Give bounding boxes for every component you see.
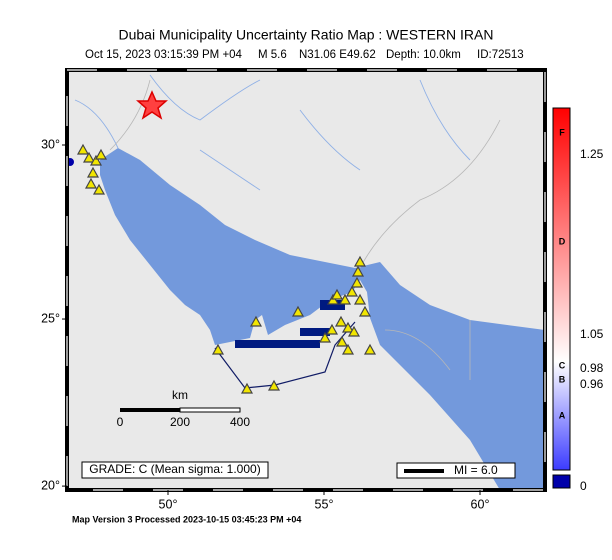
station	[363, 343, 377, 355]
legend-line	[404, 469, 444, 473]
station	[345, 285, 359, 297]
network-outline	[214, 321, 356, 389]
scale-label: 400	[230, 415, 250, 429]
station	[86, 166, 100, 178]
grade-letter: B	[559, 374, 566, 384]
scale-label: 0	[117, 415, 124, 429]
colorbar-label: 1.05	[580, 327, 604, 341]
scale-label: 200	[170, 415, 190, 429]
grade-letter: C	[559, 360, 566, 370]
station	[89, 154, 103, 166]
station	[240, 382, 254, 394]
station	[249, 315, 263, 327]
station	[347, 325, 361, 337]
station	[351, 265, 365, 277]
title: Dubai Municipality Uncertainty Ratio Map…	[118, 27, 493, 43]
footer: Map Version 3 Processed 2023-10-15 03:45…	[72, 514, 301, 524]
station	[82, 151, 96, 163]
grade-letter: A	[559, 410, 566, 420]
station	[325, 323, 339, 335]
coast-sites	[235, 300, 345, 348]
station	[350, 276, 364, 288]
map-area	[67, 70, 545, 490]
lat-tick-label: 25°	[41, 311, 60, 325]
colorbar-label: 0	[580, 479, 587, 493]
colorbar-label: 0.96	[580, 377, 604, 391]
station	[335, 335, 349, 347]
magnitude: M 5.6	[258, 49, 287, 61]
colorbar: F D C B A 1.25 1.05 0.98 0.96 0	[552, 107, 604, 493]
station	[330, 288, 344, 300]
grade: GRADE: C (Mean sigma: 1.000)	[89, 462, 260, 476]
station	[211, 343, 225, 355]
station	[94, 148, 108, 160]
river	[74, 74, 471, 191]
axes: 50° 55° 60° 30° 25° 20°	[41, 137, 489, 511]
station	[84, 177, 98, 189]
grade-letter: F	[559, 127, 565, 137]
station	[341, 343, 355, 355]
subtitle: Oct 15, 2023 03:15:39 PM +04 M 5.6 N31.0…	[85, 49, 524, 61]
lon-tick-label: 55°	[315, 497, 334, 511]
frame-ticks	[66, 69, 546, 491]
station	[291, 305, 305, 317]
lat-tick-label: 20°	[41, 478, 60, 492]
station	[341, 321, 355, 333]
colorbar-scale	[552, 107, 571, 471]
station	[358, 305, 372, 317]
colorbar-zero	[552, 474, 571, 489]
station	[267, 379, 281, 391]
station	[318, 331, 332, 343]
grade-box	[81, 461, 269, 479]
scale-unit: km	[172, 388, 188, 402]
depth: Depth: 10.0km	[386, 49, 461, 61]
colorbar-label: 1.25	[580, 147, 604, 161]
epicenter	[136, 90, 168, 120]
gulf-water	[100, 148, 545, 490]
stations	[76, 143, 377, 394]
lat-tick-label: 30°	[41, 137, 60, 151]
scale-bar: km 0 200 400	[117, 388, 251, 429]
station	[92, 183, 106, 195]
lon-tick-label: 50°	[159, 497, 178, 511]
station	[76, 143, 90, 155]
station	[353, 255, 367, 267]
colorbar-label: 0.98	[580, 361, 604, 375]
legend-label: MI = 6.0	[454, 463, 498, 477]
event-time: Oct 15, 2023 03:15:39 PM +04	[85, 49, 243, 61]
event-id: ID:72513	[477, 49, 524, 61]
grade-letter: D	[559, 236, 566, 246]
station	[334, 315, 348, 327]
border	[109, 79, 501, 380]
location: N31.06 E49.62	[299, 49, 376, 61]
lon-tick-label: 60°	[471, 497, 490, 511]
legend-box	[396, 462, 516, 479]
station	[353, 293, 367, 305]
